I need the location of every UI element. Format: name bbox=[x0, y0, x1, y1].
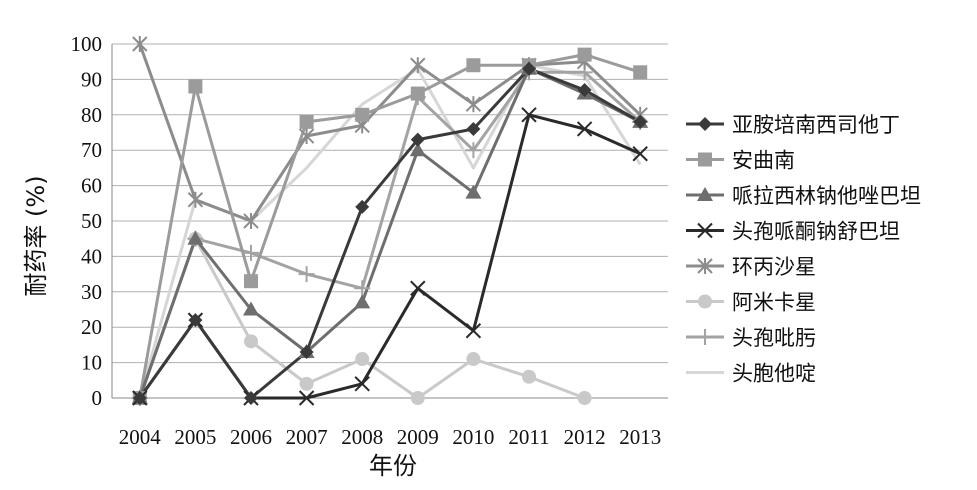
data-point bbox=[410, 280, 426, 296]
legend-label: 阿米卡星 bbox=[732, 291, 816, 315]
legend-marker bbox=[697, 222, 713, 239]
data-point bbox=[299, 376, 314, 391]
data-point bbox=[577, 391, 592, 405]
data-point bbox=[132, 391, 147, 405]
legend-label: 安曲南 bbox=[732, 149, 795, 173]
x-tick-label: 2012 bbox=[564, 425, 606, 449]
series-line bbox=[138, 67, 641, 399]
y-tick-label: 60 bbox=[81, 174, 102, 198]
data-point bbox=[410, 86, 425, 101]
y-tick-label: 50 bbox=[81, 209, 102, 233]
data-point bbox=[298, 266, 315, 283]
x-tick-label: 2009 bbox=[397, 425, 439, 449]
data-point bbox=[409, 142, 426, 157]
y-tick-label: 100 bbox=[71, 32, 103, 56]
data-point bbox=[522, 61, 536, 76]
data-point bbox=[243, 213, 259, 229]
data-point bbox=[576, 121, 593, 137]
data-point bbox=[521, 107, 537, 123]
gridlines bbox=[111, 43, 668, 399]
data-point bbox=[410, 391, 425, 405]
x-tick-label: 2013 bbox=[619, 425, 661, 449]
data-point bbox=[410, 57, 426, 74]
data-point bbox=[633, 114, 648, 129]
data-point bbox=[298, 128, 315, 145]
data-point bbox=[244, 274, 258, 289]
data-point bbox=[355, 199, 370, 214]
data-point bbox=[355, 107, 370, 122]
y-tick-label: 0 bbox=[92, 386, 103, 410]
y-tick-label: 40 bbox=[81, 244, 102, 268]
series-line bbox=[138, 67, 641, 400]
data-point bbox=[465, 142, 482, 159]
data-point bbox=[465, 96, 482, 113]
data-point bbox=[354, 294, 371, 309]
legend-label: 头孢吡肟 bbox=[732, 326, 816, 350]
data-point bbox=[244, 391, 258, 405]
data-point bbox=[633, 65, 648, 80]
y-tick-label: 10 bbox=[81, 351, 102, 375]
legend-label: 环丙沙星 bbox=[732, 255, 816, 279]
data-point bbox=[299, 344, 314, 359]
data-point bbox=[188, 79, 203, 94]
x-tick-label: 2006 bbox=[230, 425, 272, 449]
x-tick-label: 2008 bbox=[341, 425, 383, 449]
y-tick-label: 30 bbox=[81, 280, 102, 304]
x-tick-label: 2011 bbox=[508, 425, 549, 449]
x-tick-label: 2005 bbox=[174, 425, 216, 449]
data-point bbox=[244, 334, 258, 349]
series-markers bbox=[131, 36, 649, 406]
data-point bbox=[132, 36, 148, 52]
data-point bbox=[187, 230, 204, 245]
series-line bbox=[138, 70, 642, 399]
legend-marker bbox=[697, 187, 713, 201]
data-point bbox=[465, 184, 482, 199]
x-axis-title: 年份 bbox=[369, 452, 417, 480]
data-point bbox=[354, 280, 371, 297]
legend-marker bbox=[698, 294, 712, 309]
data-point bbox=[243, 244, 259, 261]
data-point bbox=[355, 352, 370, 367]
x-tick-label: 2007 bbox=[286, 425, 328, 449]
data-point bbox=[577, 47, 592, 62]
data-point bbox=[354, 376, 370, 392]
data-point bbox=[577, 83, 592, 98]
data-point bbox=[299, 114, 314, 129]
data-point bbox=[410, 132, 425, 147]
y-tick-label: 80 bbox=[81, 103, 102, 127]
y-tick-label: 70 bbox=[81, 138, 102, 162]
data-point bbox=[466, 121, 481, 136]
data-point bbox=[466, 352, 481, 367]
x-tick-label: 2010 bbox=[452, 425, 494, 449]
legend-label: 头胞他啶 bbox=[732, 362, 816, 386]
y-axis-title: 耐药率 (%) bbox=[22, 175, 50, 296]
legend-label: 亚胺培南西司他丁 bbox=[732, 113, 900, 137]
y-tick-label: 90 bbox=[81, 67, 102, 91]
legend-marker bbox=[697, 329, 713, 345]
data-point bbox=[465, 323, 482, 339]
data-point bbox=[243, 301, 259, 316]
series-line bbox=[138, 53, 641, 399]
data-point bbox=[187, 191, 204, 208]
x-tick-label: 2004 bbox=[119, 425, 162, 449]
data-point bbox=[522, 369, 536, 384]
legend-marker bbox=[698, 117, 712, 131]
x-tick-labels: 2004 2005 2006 2007 2008 2009 2010 2011 2012 2013 bbox=[119, 425, 661, 449]
legend-label: 哌拉西林钠他唑巴坦 bbox=[732, 184, 921, 208]
series-line bbox=[138, 43, 642, 223]
y-tick-labels: 0 10 20 30 40 50 60 70 80 90 100 bbox=[71, 32, 103, 410]
y-tick-label: 20 bbox=[81, 315, 102, 339]
data-point bbox=[632, 146, 648, 162]
series-line bbox=[138, 237, 586, 400]
data-point bbox=[298, 390, 315, 406]
data-point bbox=[466, 58, 481, 73]
legend: 亚胺培南西司他丁安曲南哌拉西林钠他唑巴坦头孢哌酮钠舒巴坦环丙沙星阿米卡星头孢吡肟… bbox=[686, 113, 921, 386]
legend-marker bbox=[698, 152, 712, 167]
data-point bbox=[188, 313, 203, 328]
legend-label: 头孢哌酮钠舒巴坦 bbox=[732, 220, 900, 244]
legend-marker bbox=[697, 258, 713, 274]
